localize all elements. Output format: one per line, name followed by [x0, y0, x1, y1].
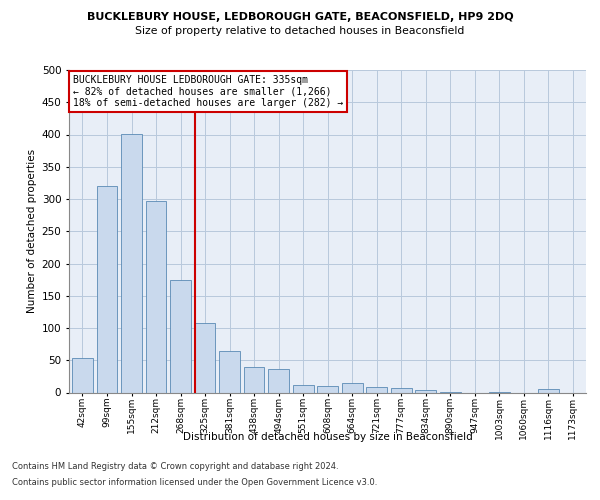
Text: Contains HM Land Registry data © Crown copyright and database right 2024.: Contains HM Land Registry data © Crown c…: [12, 462, 338, 471]
Bar: [219, 350, 240, 393]
Bar: [293, 386, 314, 392]
Bar: [97, 186, 118, 392]
Bar: [415, 390, 436, 392]
Bar: [194, 323, 215, 392]
Text: Distribution of detached houses by size in Beaconsfield: Distribution of detached houses by size …: [183, 432, 472, 442]
Bar: [72, 358, 93, 392]
Bar: [366, 386, 387, 392]
Bar: [317, 386, 338, 392]
Text: BUCKLEBURY HOUSE LEDBOROUGH GATE: 335sqm
← 82% of detached houses are smaller (1: BUCKLEBURY HOUSE LEDBOROUGH GATE: 335sqm…: [73, 75, 343, 108]
Bar: [146, 201, 166, 392]
Text: BUCKLEBURY HOUSE, LEDBOROUGH GATE, BEACONSFIELD, HP9 2DQ: BUCKLEBURY HOUSE, LEDBOROUGH GATE, BEACO…: [86, 12, 514, 22]
Bar: [244, 366, 265, 392]
Bar: [538, 388, 559, 392]
Bar: [170, 280, 191, 392]
Text: Size of property relative to detached houses in Beaconsfield: Size of property relative to detached ho…: [136, 26, 464, 36]
Bar: [341, 383, 362, 392]
Bar: [268, 370, 289, 392]
Y-axis label: Number of detached properties: Number of detached properties: [28, 149, 37, 314]
Bar: [121, 134, 142, 392]
Bar: [391, 388, 412, 392]
Text: Contains public sector information licensed under the Open Government Licence v3: Contains public sector information licen…: [12, 478, 377, 487]
